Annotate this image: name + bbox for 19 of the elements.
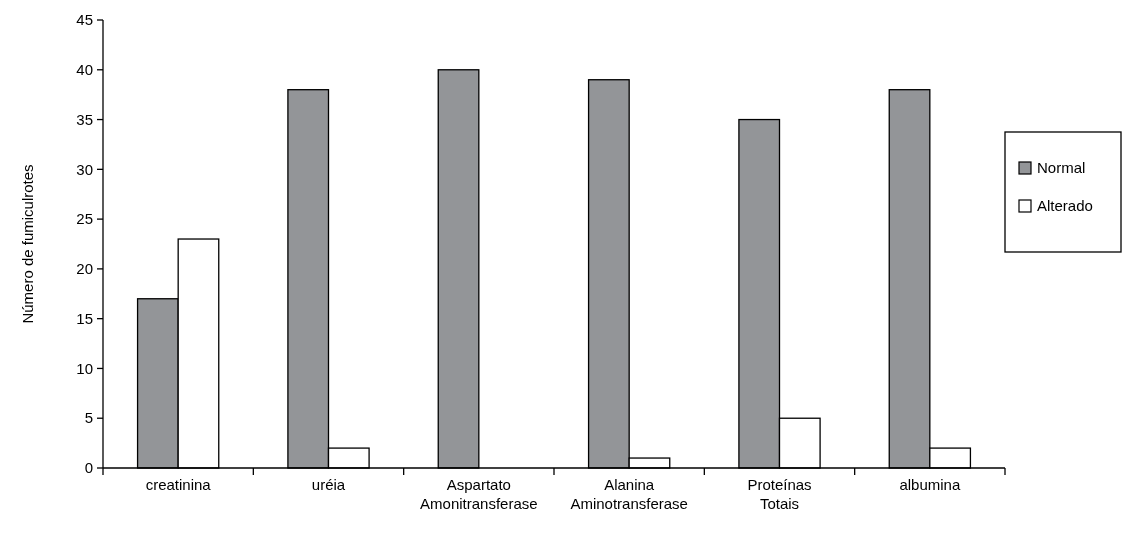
y-tick-label: 40 — [76, 61, 93, 79]
y-axis-title: Número de fumiculrotes — [19, 164, 36, 324]
y-tick-label: 20 — [76, 260, 93, 278]
x-tick-label: uréia — [311, 476, 346, 493]
y-tick-label: 10 — [76, 359, 93, 377]
y-tick-label: 25 — [76, 210, 93, 228]
y-tick-label: 35 — [76, 110, 93, 128]
y-tick-label: 30 — [76, 160, 93, 178]
x-tick-label: Alanina Aminotransferase — [570, 476, 688, 512]
y-tick-label: 45 — [76, 11, 93, 29]
legend-label: Alterado — [1037, 197, 1093, 215]
y-tick-label: 0 — [84, 459, 93, 477]
legend-label: Normal — [1037, 159, 1086, 177]
x-tick-label: creatinina — [145, 476, 212, 493]
x-tick-label: Proteínas Totais — [747, 476, 812, 512]
x-tick-label: albumina — [899, 476, 961, 493]
y-tick-label: 5 — [84, 409, 93, 427]
y-tick-label: 15 — [76, 309, 93, 327]
x-tick-label: Aspartato Amonitransferase — [420, 476, 538, 512]
